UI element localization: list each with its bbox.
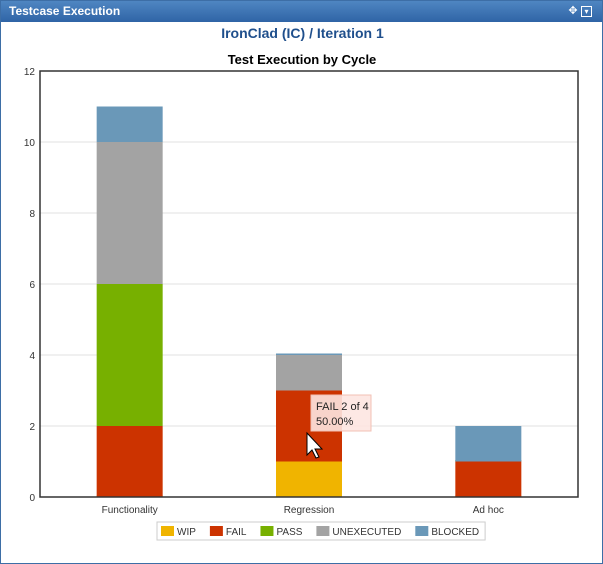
page-title: IronClad (IC) / Iteration 1 (221, 25, 384, 41)
y-axis-ticks: 0 2 4 6 8 10 12 (24, 67, 36, 504)
tooltip-label: FAIL 2 of 4 (316, 401, 369, 413)
bar-blocked (455, 426, 522, 462)
tooltip-box (310, 394, 372, 432)
test-execution-chart: Test Execution by Cycle 0 2 4 6 8 10 12 Functi… (24, 52, 579, 541)
legend-label-unexecuted: UNEXECUTED (332, 527, 401, 538)
chart-legend: WIP FAIL PASS UNEXECUTED BLOCKED (156, 521, 486, 541)
y-tick-label: 0 (29, 493, 35, 504)
x-axis-ticks: Functionality Regression Ad hoc (102, 505, 504, 516)
y-tick-label: 8 (29, 209, 35, 220)
y-tick-label: 10 (24, 138, 36, 149)
bar-blocked (96, 106, 163, 142)
chart-title: Test Execution by Cycle (228, 52, 377, 67)
x-tick-label: Regression (284, 505, 335, 516)
plot-border (39, 70, 579, 498)
dropdown-menu-icon[interactable]: ▾ (581, 6, 592, 17)
bar-fail (455, 461, 522, 497)
legend-swatch-fail (209, 526, 223, 536)
legend-swatch-unexecuted (316, 526, 330, 536)
y-tick-label: 6 (29, 280, 35, 291)
bar-unexecuted (276, 355, 342, 391)
legend-label-wip: WIP (177, 527, 196, 538)
move-icon[interactable]: ✥ (568, 5, 578, 17)
y-tick-label: 2 (29, 422, 35, 433)
legend-label-fail: FAIL (226, 527, 247, 538)
chart-tooltip: FAIL 2 of 4 50.00% (310, 394, 372, 432)
legend-swatch-wip (161, 526, 174, 536)
bar-blocked (276, 353, 342, 355)
tooltip-percent: 50.00% (316, 416, 354, 428)
x-tick-label: Functionality (102, 505, 158, 516)
legend-swatch-blocked (415, 526, 429, 536)
mouse-cursor-icon (306, 431, 324, 459)
x-tick-label: Ad hoc (473, 505, 504, 516)
bar-pass (96, 284, 163, 426)
y-tick-label: 4 (29, 351, 35, 362)
bar-unexecuted (96, 142, 163, 284)
y-tick-label: 12 (24, 67, 36, 78)
legend-label-pass: PASS (276, 527, 302, 538)
bar-fail (96, 426, 163, 497)
legend-label-blocked: BLOCKED (431, 527, 479, 538)
panel-titlebar: Testcase Execution ✥ ▾ (1, 1, 602, 22)
legend-swatch-pass (260, 526, 274, 536)
bar-wip (276, 461, 342, 497)
panel-title: Testcase Execution (9, 4, 121, 18)
